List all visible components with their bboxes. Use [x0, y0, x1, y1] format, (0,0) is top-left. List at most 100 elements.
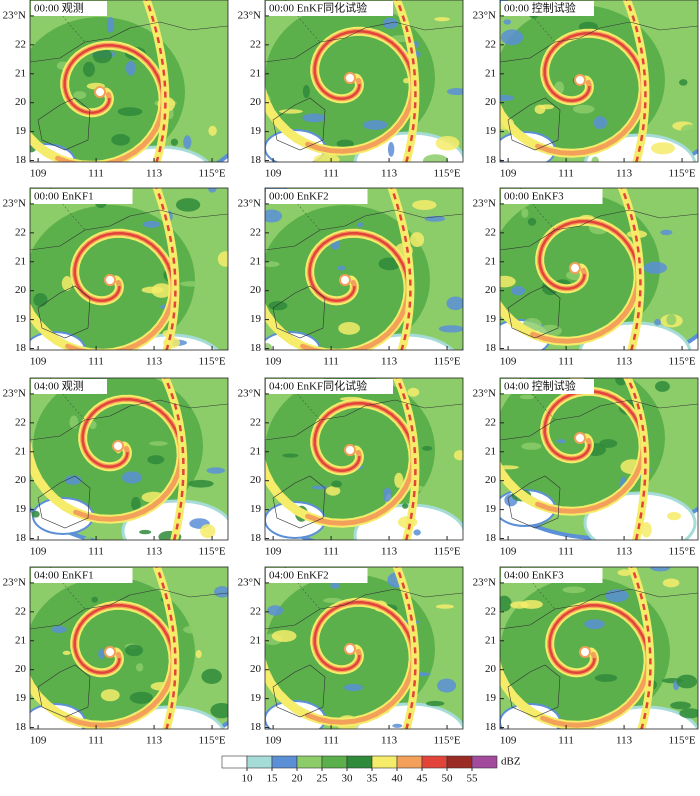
y-tick-label: 20 [15, 663, 27, 675]
echo-cell [594, 674, 618, 682]
y-tick-label: 19 [250, 313, 262, 325]
map-panel: 00:00 观测 109 111 113 115°E 18 19 20 21 22 23°N [3, 0, 229, 180]
y-tick-label: 20 [485, 284, 497, 296]
colorbar-label: 10 [242, 773, 254, 785]
x-tick-label: 111 [558, 168, 574, 180]
eye [94, 86, 106, 98]
rainband [73, 232, 175, 303]
x-tick-label: 115°E [668, 735, 695, 747]
outer-band [155, 567, 177, 729]
map-panel: 04:00 EnKF2 109 111 113 115°E 18 19 20 21 22 23°N [238, 566, 464, 747]
coastline [507, 285, 561, 339]
title-box [266, 379, 393, 394]
province-border [519, 188, 556, 231]
title-box [501, 379, 594, 394]
y-tick-label: 23°N [238, 9, 261, 21]
echo-cell [92, 48, 113, 64]
y-tick-label: 21 [15, 255, 26, 267]
echo-cell [426, 700, 445, 707]
province-border [284, 0, 321, 43]
echo-cell [500, 595, 512, 612]
map-panel: 00:00 控制试验 109 111 113 115°E 18 19 20 21 22 23°N [473, 0, 699, 180]
reflectivity-field [265, 188, 463, 350]
echo-cell [208, 188, 217, 193]
echo-cell [556, 439, 567, 444]
y-tick-label: 18 [250, 721, 262, 733]
echo-cell [654, 318, 661, 326]
colorbar-box [346, 755, 373, 769]
colorbar-label: 45 [417, 773, 429, 785]
frame [29, 566, 229, 730]
x-tick-label: 115°E [433, 735, 460, 747]
eye [344, 72, 356, 84]
echo-cell [330, 582, 340, 589]
colorbar-label: 35 [367, 773, 379, 785]
echo-cell [434, 17, 450, 22]
colorbar-label: 30 [342, 773, 354, 785]
y-tick-label: 20 [250, 663, 262, 675]
echo-cell [302, 113, 326, 123]
colorbar-label: 20 [292, 773, 304, 785]
eye [579, 646, 591, 658]
x-tick-label: 113 [616, 546, 633, 558]
echo-cell [593, 116, 607, 130]
y-tick-label: 20 [485, 663, 497, 675]
echo-cell [265, 261, 280, 267]
panel-title: 00:00 控制试验 [504, 1, 576, 15]
reflectivity-field [500, 0, 698, 162]
x-tick-label: 111 [88, 735, 104, 747]
rainband [543, 390, 645, 461]
x-tick-label: 113 [616, 735, 633, 747]
x-tick-label: 109 [265, 546, 282, 558]
colorbar-box [321, 755, 348, 769]
y-tick-label: 21 [15, 634, 26, 646]
panel-title: 00:00 EnKF3 [504, 191, 564, 203]
echo-cell [69, 415, 79, 429]
y-tick-label: 20 [250, 96, 262, 108]
echo-cell [100, 689, 120, 702]
echo-cell [670, 701, 691, 710]
x-tick-label: 113 [381, 735, 398, 747]
frame [29, 377, 229, 541]
echo-cell [669, 662, 690, 676]
eye [574, 432, 586, 444]
colorbar-box [471, 755, 498, 769]
y-tick-label: 19 [250, 503, 262, 515]
panel-title: 04:00 EnKF同化试验 [269, 379, 367, 393]
x-tick-label: 113 [381, 356, 398, 368]
echo-cell [217, 251, 228, 267]
x-tick-label: 109 [30, 735, 47, 747]
echo-cell [519, 394, 534, 400]
y-tick-label: 21 [15, 445, 26, 457]
coastline [507, 97, 561, 151]
eye [104, 274, 116, 286]
title-box [501, 1, 594, 16]
echo-cell [382, 17, 398, 29]
reflectivity-field [500, 567, 698, 729]
x-tick-label: 113 [381, 546, 398, 558]
colorbar-box [271, 755, 298, 769]
province-border [49, 378, 86, 421]
outer-band [625, 0, 647, 162]
echo-cell [447, 87, 463, 96]
coastline [500, 399, 698, 441]
echo-cell [500, 465, 519, 470]
x-tick-label: 111 [558, 735, 574, 747]
reflectivity-field [265, 567, 463, 729]
x-tick-label: 113 [146, 356, 163, 368]
y-tick-label: 22 [250, 38, 261, 50]
echo-cell [403, 78, 410, 84]
echo-cell [208, 125, 217, 136]
x-tick-label: 111 [323, 546, 339, 558]
y-tick-label: 23°N [3, 576, 26, 588]
coastline [30, 399, 228, 441]
echo-cell [180, 281, 202, 287]
echo-cell [33, 293, 48, 307]
rainband [538, 220, 640, 291]
panel-title: 04:00 观测 [34, 380, 84, 393]
echo-cell [641, 521, 652, 538]
y-tick-label: 22 [485, 416, 496, 428]
x-tick-label: 109 [30, 546, 47, 558]
coastline [500, 209, 698, 251]
frame [264, 187, 464, 351]
